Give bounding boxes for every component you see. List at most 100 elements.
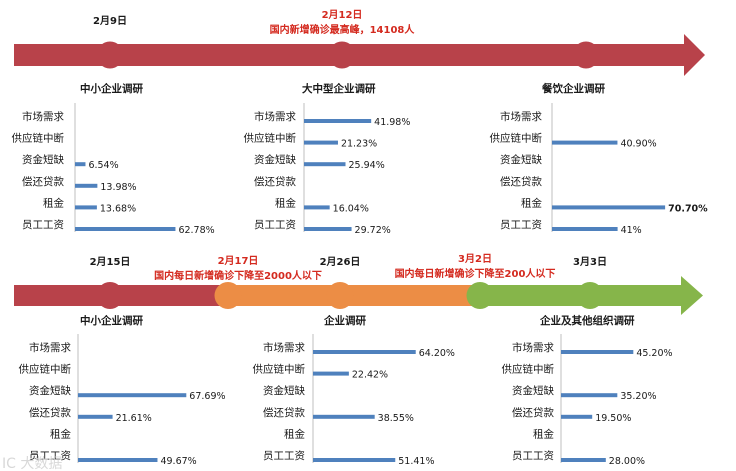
- value-label: 62.78%: [178, 225, 214, 236]
- milestone-dot: [572, 41, 600, 69]
- milestone-dot: [576, 282, 604, 309]
- value-label: 45.20%: [636, 348, 672, 359]
- chart-title: 中小企业调研: [80, 314, 143, 327]
- milestone-dot: [214, 282, 242, 309]
- annotation-text: 国内每日新增确诊下降至2000人以下: [154, 269, 322, 282]
- value-label: 22.42%: [352, 370, 388, 381]
- bar: [75, 162, 86, 167]
- milestone-dot: [96, 41, 124, 69]
- timeline-arrow-bottom-orange-segment: [227, 285, 481, 306]
- bar: [552, 205, 666, 210]
- category-label: 市场需求: [29, 341, 71, 354]
- category-label: 员工工资: [22, 219, 64, 231]
- value-label: 29.72%: [355, 225, 391, 236]
- category-label: 供应链中断: [19, 363, 72, 376]
- timeline-arrows: [14, 34, 705, 315]
- value-label: 19.50%: [595, 413, 631, 424]
- annotation-text: 国内每日新增确诊下降至200人以下: [395, 267, 556, 280]
- category-label: 市场需求: [512, 341, 554, 354]
- category-label: 供应链中断: [490, 132, 543, 145]
- milestone-date: 2月15日: [90, 256, 131, 268]
- bar: [304, 162, 346, 167]
- chart-title: 中小企业调研: [80, 82, 143, 95]
- category-label: 资金短缺: [254, 153, 296, 166]
- bar: [561, 414, 593, 419]
- category-label: 员工工资: [512, 450, 554, 462]
- watermark-group: IC 大数据: [2, 456, 62, 471]
- value-label: 25.94%: [349, 160, 385, 171]
- category-label: 资金短缺: [22, 153, 64, 166]
- value-label: 67.69%: [189, 391, 225, 402]
- value-label: 40.90%: [620, 139, 656, 150]
- chart-title: 大中型企业调研: [302, 82, 376, 95]
- category-label: 供应链中断: [244, 132, 297, 145]
- annotation-date: 3月2日: [458, 253, 492, 265]
- milestone-date: 3月3日: [573, 256, 607, 268]
- category-label: 市场需求: [500, 110, 542, 123]
- milestone-dot: [466, 282, 494, 309]
- value-label: 28.00%: [609, 456, 645, 467]
- category-label: 资金短缺: [512, 384, 554, 397]
- bar: [552, 140, 618, 145]
- category-label: 资金短缺: [500, 153, 542, 166]
- bar: [304, 119, 372, 123]
- category-label: 员工工资: [263, 450, 305, 462]
- bar: [561, 393, 618, 398]
- category-label: 员工工资: [254, 219, 296, 231]
- value-label: 64.20%: [419, 348, 455, 359]
- category-label: 租金: [275, 196, 296, 209]
- value-label: 13.68%: [100, 203, 136, 214]
- category-label: 租金: [284, 427, 305, 440]
- value-label: 21.61%: [116, 413, 152, 424]
- category-label: 员工工资: [500, 219, 542, 231]
- category-label: 租金: [43, 196, 64, 209]
- annotation-date: 2月17日: [218, 255, 259, 267]
- bar: [78, 393, 187, 398]
- category-label: 供应链中断: [253, 363, 306, 376]
- value-label: 35.20%: [620, 391, 656, 402]
- milestone-date: 2月9日: [93, 15, 127, 27]
- chart-title: 企业及其他组织调研: [539, 314, 635, 327]
- category-label: 偿还贷款: [512, 406, 554, 419]
- annotation-date: 2月12日: [322, 9, 363, 21]
- value-label: 13.98%: [100, 182, 136, 193]
- category-label: 资金短缺: [29, 384, 71, 397]
- bar: [313, 350, 416, 354]
- category-label: 资金短缺: [263, 384, 305, 397]
- milestone-dot: [328, 41, 356, 69]
- value-label: 38.55%: [378, 413, 414, 424]
- bar: [313, 458, 396, 462]
- category-label: 偿还贷款: [29, 406, 71, 419]
- bar: [304, 140, 338, 145]
- category-label: 租金: [521, 196, 542, 209]
- value-label: 16.04%: [333, 203, 369, 214]
- category-label: 市场需求: [254, 110, 296, 123]
- bar: [75, 183, 98, 188]
- value-label: 49.67%: [160, 456, 196, 467]
- value-label: 41.98%: [374, 117, 410, 128]
- category-label: 偿还贷款: [263, 406, 305, 419]
- bar: [561, 458, 606, 462]
- chart-title: 企业调研: [323, 314, 366, 327]
- value-label: 41%: [621, 225, 642, 236]
- bar: [561, 350, 634, 354]
- bar: [304, 227, 352, 231]
- annotation-text: 国内新增确诊最高峰，14108人: [270, 23, 416, 36]
- category-label: 员工工资: [29, 450, 71, 462]
- milestone-dot: [326, 282, 354, 309]
- value-label: 51.41%: [398, 456, 434, 467]
- category-label: 供应链中断: [12, 132, 65, 145]
- category-label: 租金: [50, 427, 71, 440]
- category-label: 租金: [533, 427, 554, 440]
- category-label: 偿还贷款: [500, 175, 542, 188]
- bar: [78, 414, 113, 419]
- bar: [313, 371, 349, 376]
- bar: [75, 227, 176, 231]
